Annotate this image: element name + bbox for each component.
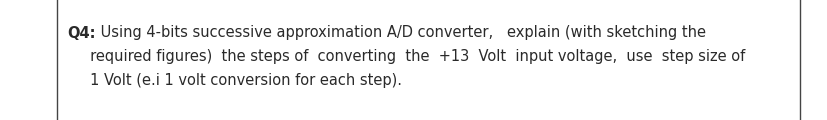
Text: required figures)  the steps of  converting  the  +13  Volt  input voltage,  use: required figures) the steps of convertin… — [67, 49, 744, 65]
Text: Q4:: Q4: — [67, 26, 95, 41]
Text: 1 Volt (e.i 1 volt conversion for each step).: 1 Volt (e.i 1 volt conversion for each s… — [67, 73, 402, 89]
Text: Using 4-bits successive approximation A/D converter,   explain (with sketching t: Using 4-bits successive approximation A/… — [95, 26, 705, 41]
